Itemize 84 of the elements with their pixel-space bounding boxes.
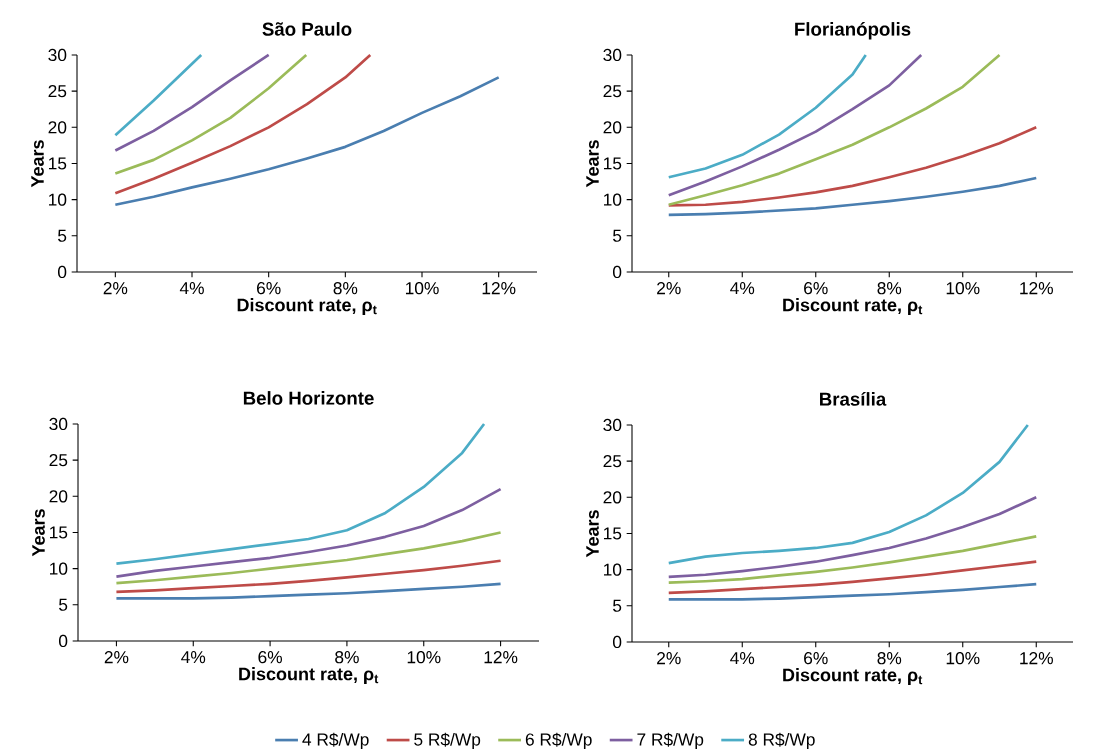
y-tick-label: 15 <box>50 526 68 539</box>
x-tick-label: 4% <box>730 282 755 295</box>
x-tick-label: 12% <box>482 282 516 295</box>
line-series <box>114 53 372 195</box>
x-tick-label: 8% <box>877 652 902 665</box>
line-series <box>667 125 1038 207</box>
x-tick-label: 10% <box>946 282 980 295</box>
y-tick-label: 10 <box>604 193 622 206</box>
y-tick-label: 25 <box>603 85 622 98</box>
y-tick-label: 5 <box>613 229 622 242</box>
line-series <box>115 487 502 578</box>
y-tick-label: 25 <box>48 85 67 98</box>
line-series <box>667 53 1001 207</box>
line-series <box>667 53 868 179</box>
line-series <box>114 76 501 207</box>
line-series <box>667 423 1030 565</box>
x-tick-label: 2% <box>657 282 681 295</box>
x-tick-label: 12% <box>1020 282 1053 295</box>
y-tick-label: 0 <box>612 265 622 279</box>
line-series <box>114 53 308 175</box>
y-axis-title: Years <box>32 509 45 557</box>
chart-title: São Paulo <box>262 22 352 36</box>
x-axis-title: Discount rate, ρ$_{t}$ <box>783 668 923 685</box>
line-series <box>667 53 923 197</box>
line-series <box>667 495 1038 579</box>
y-tick-label: 25 <box>603 455 622 468</box>
x-tick-label: 10% <box>946 652 980 665</box>
y-axis-title: Years <box>586 510 599 558</box>
x-axis-title: Discount rate, ρ$_{t}$ <box>239 667 379 684</box>
x-tick-label: 4% <box>730 652 755 665</box>
chart-title: Brasília <box>820 391 887 406</box>
y-tick-label: 0 <box>58 634 68 648</box>
y-tick-label: 20 <box>603 491 622 504</box>
y-tick-label: 10 <box>603 563 622 576</box>
line-series <box>115 531 502 585</box>
y-tick-label: 10 <box>50 562 68 575</box>
y-tick-label: 15 <box>49 157 67 170</box>
x-tick-label: 6% <box>804 652 828 665</box>
y-tick-label: 30 <box>603 48 622 62</box>
x-tick-label: 4% <box>179 282 204 295</box>
x-tick-label: 2% <box>103 282 128 295</box>
y-tick-label: 20 <box>48 121 67 134</box>
line-series <box>114 53 271 152</box>
x-tick-label: 6% <box>804 282 828 295</box>
chart-title: Belo Horizonte <box>243 391 374 405</box>
x-axis-title: Discount rate, ρ$_{t}$ <box>237 298 377 315</box>
legend-label: 6 R$/Wp <box>525 732 592 750</box>
y-tick-label: 0 <box>612 635 622 649</box>
legend-label: 4 R$/Wp <box>302 732 369 750</box>
x-tick-label: 10% <box>407 651 441 664</box>
legend-label: 8 R$/Wp <box>748 732 815 750</box>
x-tick-label: 6% <box>257 282 281 295</box>
y-tick-label: 20 <box>49 490 68 503</box>
x-axis-title: Discount rate, ρ$_{t}$ <box>783 298 923 315</box>
y-tick-label: 25 <box>49 454 68 467</box>
legend-label: 5 R$/Wp <box>414 732 481 750</box>
y-axis-title: Years <box>586 140 599 188</box>
line-series <box>115 422 486 565</box>
x-tick-label: 4% <box>181 651 206 664</box>
legend-label: 7 R$/Wp <box>637 732 704 750</box>
x-tick-label: 12% <box>1020 652 1053 665</box>
x-tick-label: 2% <box>657 652 681 665</box>
line-series <box>115 559 502 594</box>
y-tick-label: 10 <box>49 193 67 206</box>
y-tick-label: 5 <box>58 229 67 242</box>
y-tick-label: 30 <box>49 417 68 431</box>
x-tick-label: 8% <box>877 282 902 295</box>
y-axis-title: Years <box>31 140 44 188</box>
y-tick-label: 5 <box>613 599 622 612</box>
y-tick-label: 20 <box>603 121 622 134</box>
y-tick-label: 5 <box>59 598 68 611</box>
x-tick-label: 6% <box>258 651 282 664</box>
x-tick-label: 8% <box>335 651 359 664</box>
x-tick-label: 12% <box>484 651 518 664</box>
y-tick-label: 0 <box>57 265 67 279</box>
chart-title: Florianópolis <box>795 21 911 40</box>
line-series <box>667 560 1038 595</box>
y-tick-label: 15 <box>603 527 622 540</box>
y-tick-label: 15 <box>604 157 622 170</box>
y-tick-label: 30 <box>603 418 622 432</box>
x-tick-label: 8% <box>333 282 358 295</box>
x-tick-label: 10% <box>405 282 439 295</box>
x-tick-label: 2% <box>104 651 129 664</box>
y-tick-label: 30 <box>48 48 67 62</box>
